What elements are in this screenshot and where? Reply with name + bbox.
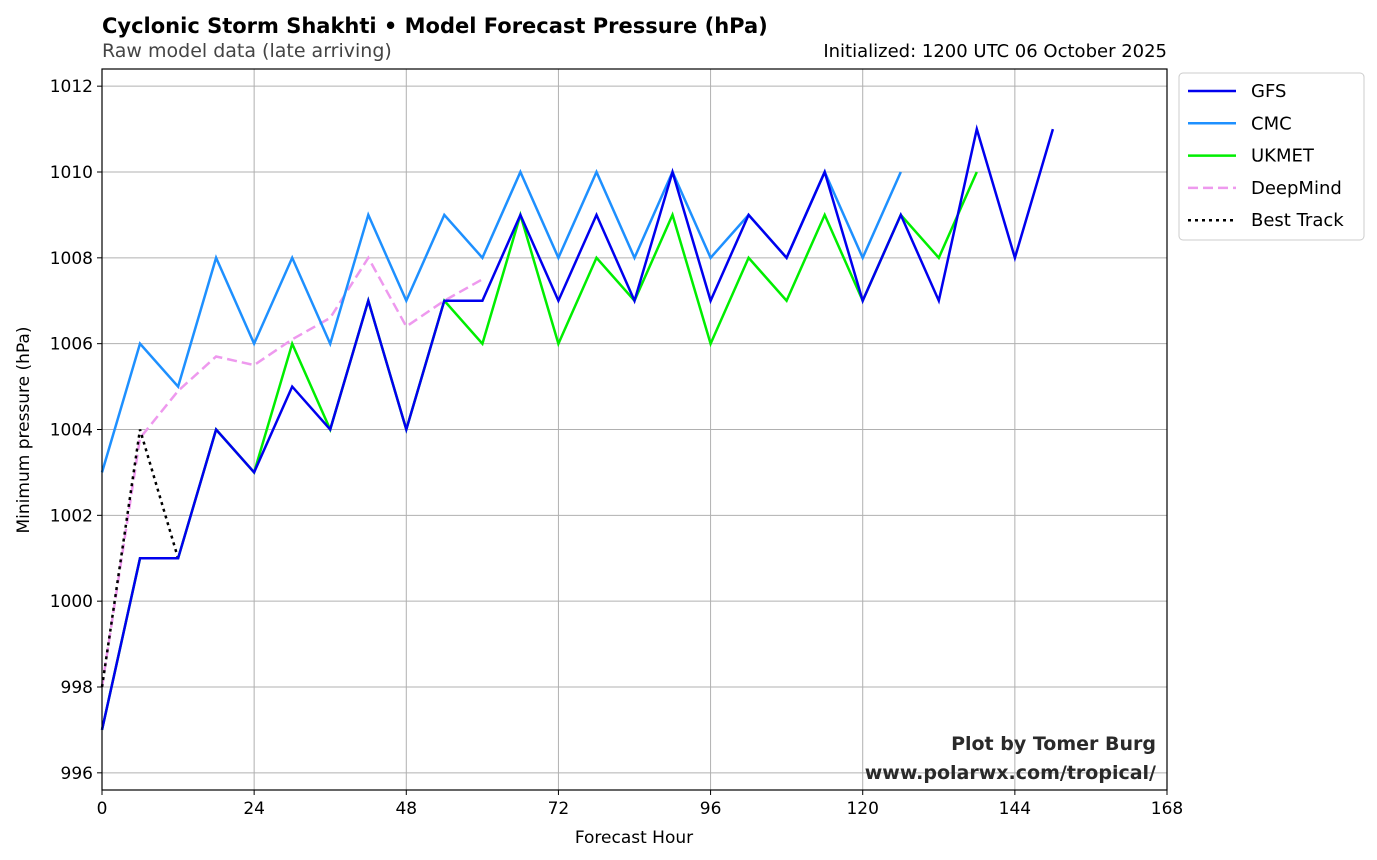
axis-ticks: 0 24 48 72 96 120 144 168 996 998 1000 1002 1004 1006… (50, 77, 1183, 819)
x-tick-label: 72 (548, 799, 570, 819)
legend-label: CMC (1251, 113, 1292, 134)
x-tick-label: 120 (846, 799, 878, 819)
series-line-cmc (100, 168, 902, 473)
y-axis-label: Minimum pressure (hPa) (14, 327, 34, 534)
x-tick-label: 168 (1151, 799, 1183, 819)
x-tick-label: 24 (243, 799, 265, 819)
x-tick-label: 48 (395, 799, 417, 819)
series-line-best-track (100, 429, 180, 688)
init-time-label: Initialized: 1200 UTC 06 October 2025 (823, 41, 1167, 62)
y-tick-label: 1012 (50, 77, 93, 97)
legend-label: GFS (1251, 81, 1286, 102)
credit-author: Plot by Tomer Burg (951, 733, 1156, 755)
y-tick-label: 1004 (50, 421, 93, 441)
y-tick-label: 1008 (50, 249, 93, 269)
legend: GFS CMC UKMET DeepMind Best Track (1178, 72, 1365, 241)
series-layer (100, 124, 1055, 731)
x-tick-label: 144 (999, 799, 1031, 819)
series-line-deepmind (100, 255, 484, 688)
legend-label: DeepMind (1251, 178, 1342, 199)
credit-url: www.polarwx.com/tropical/ (865, 762, 1156, 784)
legend-box (1178, 72, 1365, 241)
y-tick-label: 1006 (50, 335, 93, 355)
grid (101, 69, 1168, 790)
chart-title: Cyclonic Storm Shakhti • Model Forecast … (102, 14, 768, 38)
x-axis-label: Forecast Hour (575, 828, 693, 848)
x-tick-label: 0 (97, 799, 108, 819)
y-tick-label: 1010 (50, 163, 93, 183)
legend-label: UKMET (1251, 146, 1315, 167)
y-tick-label: 1002 (50, 506, 93, 526)
y-tick-label: 998 (61, 678, 93, 698)
chart-subtitle: Raw model data (late arriving) (102, 40, 392, 62)
y-tick-label: 996 (61, 764, 93, 784)
y-tick-label: 1000 (50, 592, 93, 612)
x-tick-label: 96 (700, 799, 722, 819)
legend-label: Best Track (1251, 210, 1344, 231)
series-line-gfs (100, 124, 1055, 731)
